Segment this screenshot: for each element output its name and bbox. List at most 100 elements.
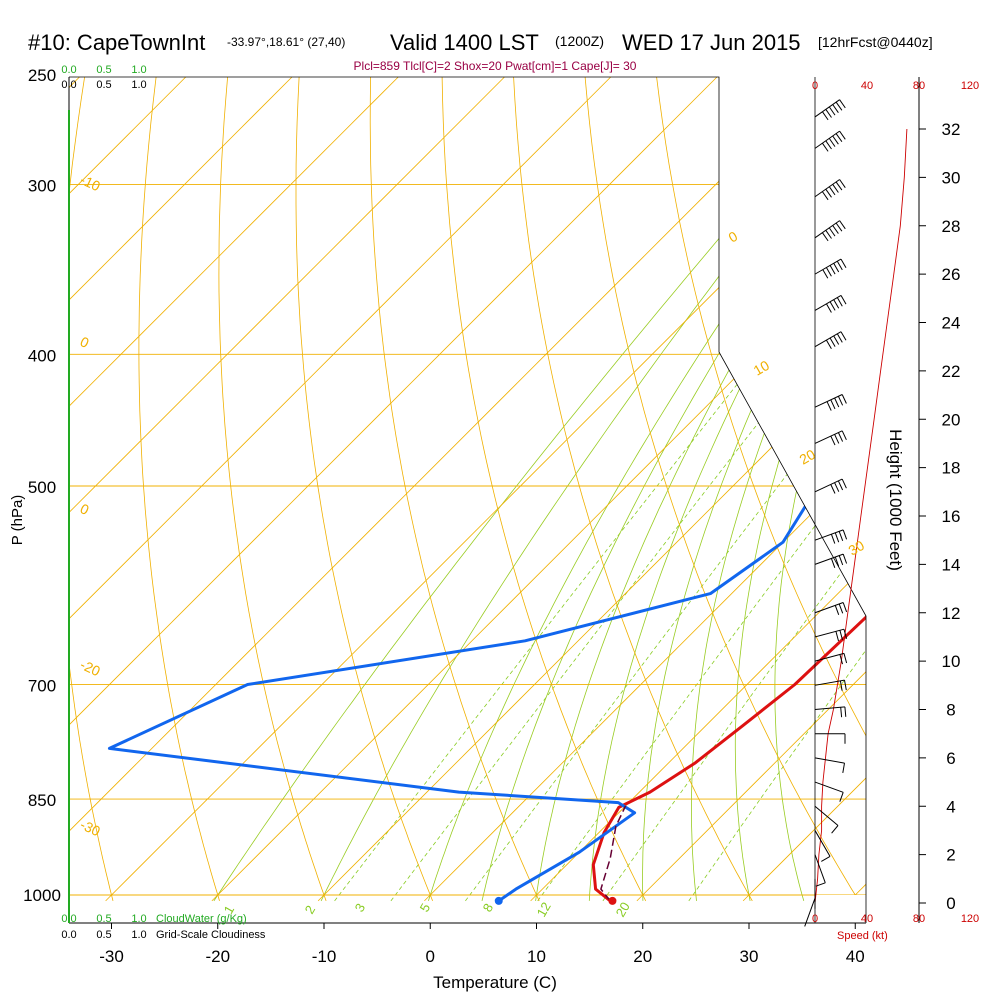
chart-title-zulu: (1200Z) xyxy=(555,33,604,49)
dry-adiabat xyxy=(585,77,859,901)
isotherm xyxy=(0,77,823,901)
height-tick-label: 4 xyxy=(946,797,955,816)
wind-barb-flag xyxy=(840,630,843,640)
x-tick-label: -30 xyxy=(99,947,124,966)
wind-barb-flag xyxy=(823,270,828,279)
wind-barb-flag xyxy=(839,531,843,540)
wind-barb-flag xyxy=(821,856,830,861)
wind-barb-flag xyxy=(845,707,846,717)
moist-adiabat xyxy=(428,77,892,901)
x-tick-label: -10 xyxy=(312,947,337,966)
wind-barb-flag xyxy=(831,436,835,445)
wind-barb-flag xyxy=(843,603,846,612)
dry-adiabat-label: -20 xyxy=(78,656,103,679)
y-tick-label: 700 xyxy=(28,677,56,696)
wind-barb-flag xyxy=(827,402,831,411)
wind-barb-flag xyxy=(835,434,839,443)
mixing-ratio-label: 3 xyxy=(352,901,369,915)
x-tick-label: 0 xyxy=(426,947,435,966)
wind-barb-flag xyxy=(843,530,846,539)
wind-barb-flag xyxy=(826,230,832,238)
height-tick-label: 6 xyxy=(946,749,955,768)
wind-barb-staff xyxy=(815,131,840,148)
wind-barb-flag xyxy=(835,605,838,614)
wind-barb-staff xyxy=(815,855,825,883)
wind-barb-flag xyxy=(841,295,846,304)
wind-barb-flag xyxy=(831,534,834,543)
wind-barb-flag xyxy=(837,334,842,343)
wind-barb-flag xyxy=(830,265,835,274)
cloudiness-tick-top: 0.5 xyxy=(96,79,111,91)
dry-adiabat xyxy=(0,77,13,901)
wind-barb-flag xyxy=(842,479,846,488)
x-axis-title: Temperature (C) xyxy=(433,973,557,992)
plot-area xyxy=(0,77,1000,901)
cloudwater-tick-top: 0.0 xyxy=(61,64,76,76)
wind-barb-staff xyxy=(815,782,843,792)
speed-label: Speed (kt) xyxy=(837,930,888,942)
height-tick-label: 18 xyxy=(942,459,961,478)
surface-temp-marker xyxy=(608,897,616,905)
wind-barb-flag xyxy=(838,481,842,490)
chart-title-valid: Valid 1400 LST xyxy=(390,30,539,55)
dry-adiabat xyxy=(514,77,753,901)
height-tick-label: 20 xyxy=(942,410,961,429)
cloudwater-tick-bottom: 0.0 xyxy=(61,913,76,925)
dry-adiabat-label: 10 xyxy=(751,357,773,379)
wind-barb-flag xyxy=(836,223,842,231)
isotherm xyxy=(531,77,1000,901)
chart-title-station: #10: CapeTownInt xyxy=(28,30,205,55)
surface-dewpoint-marker xyxy=(495,897,503,905)
wind-barb-flag xyxy=(836,631,839,641)
wind-barb-flag xyxy=(841,707,842,717)
wind-barb-staff xyxy=(815,830,830,856)
wind-barb-flag xyxy=(826,340,831,349)
chart-title-date: WED 17 Jun 2015 xyxy=(622,30,801,55)
y-tick-label: 1000 xyxy=(23,886,61,905)
mixing-ratio-label: 2 xyxy=(302,903,319,917)
wind-barb-flag xyxy=(834,300,839,309)
isotherm xyxy=(424,77,1000,901)
wind-barb-flag xyxy=(833,226,839,234)
wind-barb-flag xyxy=(822,143,828,151)
wind-barb-flag xyxy=(834,336,839,345)
moist-adiabat xyxy=(214,77,858,901)
wind-barb-flag xyxy=(829,107,835,115)
moist-adiabat xyxy=(735,77,943,901)
wind-barb-flag xyxy=(831,400,835,409)
speed-tick-bottom: 0 xyxy=(812,913,818,925)
cloudwater-tick-bottom: 0.5 xyxy=(96,913,111,925)
wind-barb-flag xyxy=(839,556,843,565)
dry-adiabat-label: -30 xyxy=(78,816,103,839)
wind-barb-flag xyxy=(833,184,839,192)
moist-adiabat xyxy=(536,77,910,901)
wind-barb-flag xyxy=(842,395,846,404)
wind-barb-flag xyxy=(830,302,835,311)
speed-tick-top: 80 xyxy=(913,80,925,92)
wind-barb-flag xyxy=(844,653,847,663)
height-tick-label: 32 xyxy=(942,120,961,139)
wind-barb-flag xyxy=(839,604,843,613)
y-tick-label: 850 xyxy=(28,791,56,810)
mixing-ratio-line xyxy=(335,369,750,901)
wind-barb-flag xyxy=(829,187,835,195)
cloudwater-tick-top: 1.0 xyxy=(131,64,146,76)
height-tick-label: 28 xyxy=(942,217,961,236)
cloudwater-tick-top: 0.5 xyxy=(96,64,111,76)
chart-title-forecast: [12hrFcst@0440z] xyxy=(818,34,933,50)
wind-barb-flag xyxy=(841,332,846,341)
wind-barb-staff xyxy=(815,554,843,564)
mixing-ratio-label: 5 xyxy=(417,901,434,915)
wind-barb-flag xyxy=(840,100,846,108)
cloudiness-tick-top: 1.0 xyxy=(131,79,146,91)
cloudiness-label: Grid-Scale Cloudiness xyxy=(156,929,266,941)
isotherm xyxy=(0,77,505,901)
y-tick-label: 300 xyxy=(28,177,56,196)
speed-tick-top: 40 xyxy=(861,80,873,92)
x-tick-label: -20 xyxy=(205,947,230,966)
isotherm xyxy=(956,77,1000,901)
wind-barb-flag xyxy=(841,259,846,268)
speed-tick-top: 0 xyxy=(812,80,818,92)
wind-barb-flag xyxy=(835,533,838,542)
wind-barb-flag xyxy=(836,134,842,142)
